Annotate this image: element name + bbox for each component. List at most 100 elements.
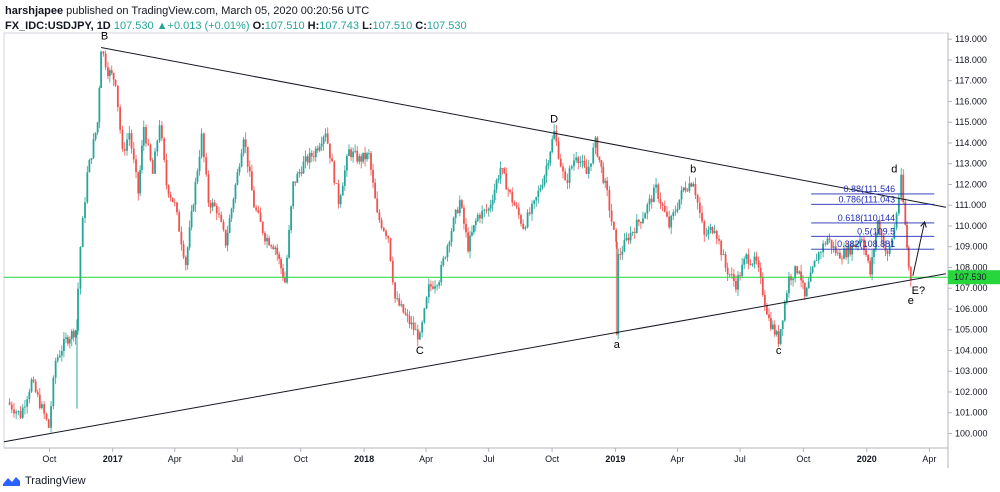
candle-body <box>211 202 214 208</box>
last-price-label: 107.530 <box>954 272 987 282</box>
candle-body <box>882 235 885 248</box>
candle-body <box>200 133 203 157</box>
candle-body <box>348 149 350 157</box>
candle-body <box>895 213 898 228</box>
candle-body <box>112 73 115 80</box>
candle-body <box>259 212 262 222</box>
candle-body <box>743 259 746 265</box>
y-tick-label: 112.000 <box>955 179 987 189</box>
candle-body <box>276 247 279 255</box>
candle-body <box>268 238 270 246</box>
x-tick-label: 2018 <box>354 454 374 464</box>
candle-body <box>100 51 102 88</box>
candle-body <box>458 200 461 214</box>
candle-body <box>94 132 97 140</box>
x-tick-label: Jul <box>483 454 495 464</box>
candle-body <box>430 284 432 287</box>
candle-body <box>84 202 86 218</box>
candle-body <box>682 187 685 191</box>
author-name[interactable]: harshjapee <box>5 5 64 17</box>
candle-body <box>13 409 15 414</box>
y-tick-label: 106.000 <box>955 304 988 314</box>
candle-body <box>372 169 374 183</box>
candle-body <box>421 322 424 333</box>
candle-body <box>726 267 729 275</box>
candle-body <box>692 183 695 187</box>
candle-body <box>577 157 580 163</box>
candle-body <box>522 223 525 229</box>
candle-body <box>741 264 744 277</box>
candle-body <box>310 152 313 157</box>
candle-body <box>370 153 372 170</box>
candle-body <box>680 190 683 200</box>
candle-body <box>849 245 852 255</box>
y-tick-label: 102.000 <box>955 387 988 397</box>
candle-body <box>766 305 768 315</box>
candle-body <box>583 160 586 167</box>
y-tick-label: 114.000 <box>955 138 987 148</box>
last-price-badge <box>948 270 1000 285</box>
candle-body <box>869 260 872 275</box>
y-tick-label: 104.000 <box>955 345 988 355</box>
candle-body <box>646 204 649 214</box>
candle-body <box>703 221 706 235</box>
candle-body <box>489 204 492 209</box>
candle-body <box>524 227 527 229</box>
candle-body <box>312 156 315 158</box>
candle-body <box>575 157 578 161</box>
candle-body <box>802 280 804 283</box>
y-tick-label: 105.000 <box>955 325 988 335</box>
candle-body <box>604 180 607 183</box>
candle-body <box>246 146 249 167</box>
candle-body <box>832 246 835 248</box>
wave-label: B <box>101 31 108 43</box>
candle-body <box>90 158 93 160</box>
candle-body <box>888 245 891 254</box>
candle-body <box>74 330 77 338</box>
close-label: C: <box>415 20 427 32</box>
candle-body <box>798 271 801 274</box>
candle-body <box>132 148 135 160</box>
candle-body <box>807 281 810 289</box>
candle-body <box>817 252 820 261</box>
candle-body <box>792 278 794 281</box>
x-tick-label: 2017 <box>103 454 123 464</box>
candle-body <box>139 170 142 194</box>
tradingview-logo-icon[interactable] <box>2 474 22 488</box>
candle-body <box>627 237 630 241</box>
x-tick-label: Oct <box>545 454 560 464</box>
candle-body <box>602 166 605 183</box>
candle-body <box>209 202 212 208</box>
candle-body <box>261 221 264 234</box>
candle-body <box>635 219 638 234</box>
candle-body <box>476 214 479 221</box>
candle-body <box>781 320 784 329</box>
projection-arrow <box>912 221 926 276</box>
candle-body <box>824 243 827 245</box>
candle-body <box>232 199 235 209</box>
candle-body <box>794 266 797 279</box>
candle-body <box>442 258 445 265</box>
candle-body <box>66 337 69 344</box>
wave-label: e <box>908 295 914 307</box>
candle-body <box>418 332 421 340</box>
candle-body <box>770 318 772 329</box>
candle-body <box>110 70 113 74</box>
candle-body <box>642 218 644 224</box>
candle-body <box>362 152 365 162</box>
y-tick-label: 115.000 <box>955 117 987 127</box>
candle-body <box>909 267 912 281</box>
candle-body <box>63 338 65 352</box>
candle-body <box>513 202 516 206</box>
candle-body <box>715 231 718 239</box>
candle-body <box>368 153 370 154</box>
y-tick-label: 103.000 <box>955 366 988 376</box>
candle-body <box>619 254 622 255</box>
candle-body <box>145 127 147 144</box>
fib-level-label: 0.786(111.043 <box>838 194 895 204</box>
fib-level-label: 0.382(108.881 <box>837 239 895 249</box>
wave-label: d <box>891 163 897 175</box>
candle-body <box>165 159 168 186</box>
candle-body <box>663 205 666 212</box>
